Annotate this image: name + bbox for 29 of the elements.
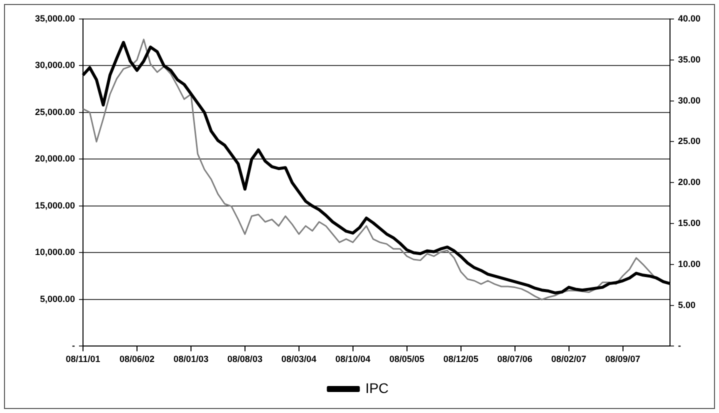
- y-tick-label: 20,000.00: [34, 154, 75, 164]
- y2-tick-label: 10.00: [678, 258, 701, 269]
- y-tick-label: 10,000.00: [34, 247, 75, 258]
- x-tick-label: 08/06/02: [119, 354, 154, 364]
- x-tick-label: 08/08/03: [227, 354, 262, 364]
- y2-tick-label: 30.00: [678, 95, 701, 106]
- x-tick-label: 08/02/07: [551, 354, 586, 364]
- y2-tick-label: 5.00: [678, 300, 696, 310]
- x-tick-label: 08/03/04: [281, 354, 316, 364]
- y2-tick-label: 25.00: [678, 136, 701, 146]
- x-tick-label: 08/09/07: [605, 354, 640, 364]
- y2-tick-label: -: [678, 340, 681, 351]
- y-tick-label: 15,000.00: [34, 200, 75, 210]
- x-tick-label: 08/12/05: [443, 354, 478, 364]
- x-tick-label: 08/07/06: [497, 354, 532, 364]
- y2-tick-label: 40.00: [678, 13, 701, 24]
- y-tick-label: 35,000.00: [34, 13, 75, 24]
- x-tick-label: 08/01/03: [173, 354, 208, 364]
- y-tick-label: 30,000.00: [34, 60, 75, 70]
- y2-tick-label: 15.00: [678, 218, 701, 228]
- x-tick-label: 08/10/04: [335, 354, 370, 364]
- y2-tick-label: 35.00: [678, 54, 701, 64]
- x-tick-label: 08/05/05: [389, 354, 424, 364]
- legend-label: IPC: [365, 380, 389, 396]
- y-tick-label: -: [72, 340, 75, 351]
- x-tick-label: 08/11/01: [66, 354, 100, 364]
- y2-tick-label: 20.00: [678, 177, 701, 188]
- y-tick-label: 5,000.00: [40, 294, 75, 304]
- y-tick-label: 25,000.00: [34, 106, 75, 117]
